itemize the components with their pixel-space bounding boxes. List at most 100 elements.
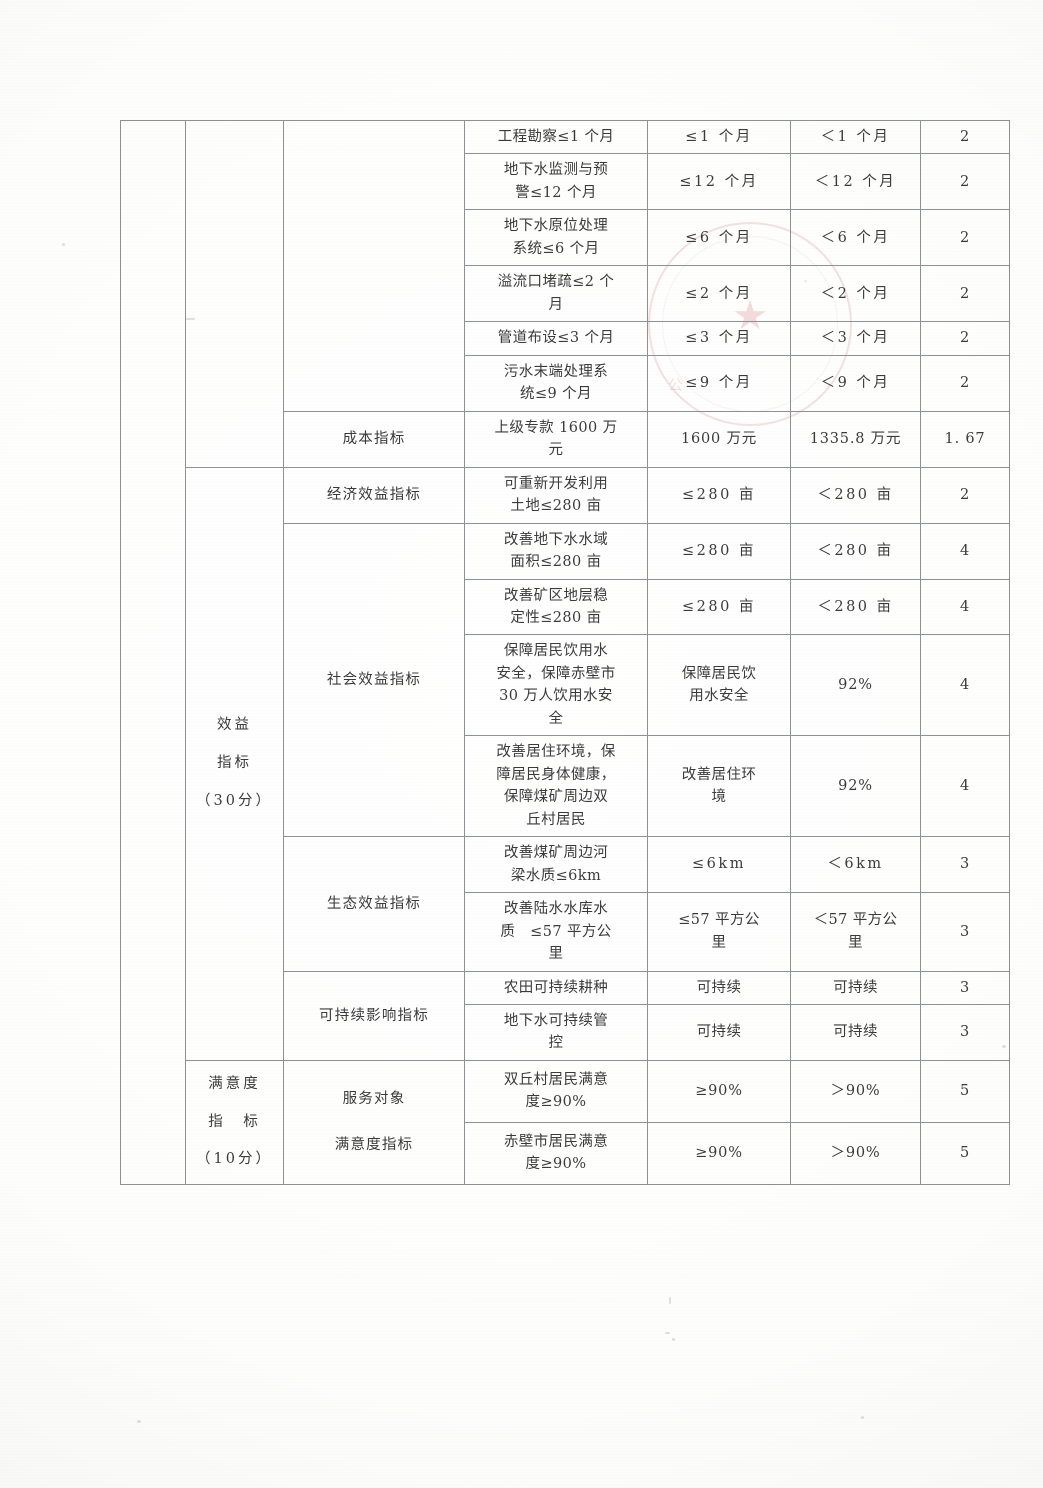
score-value: 2 <box>920 466 1010 524</box>
actual-value-line2: 里 <box>848 934 863 951</box>
indicator-name-line1: 溢流口堵疏≤2 个 <box>497 274 615 291</box>
group-label-line1: 效益 <box>217 717 252 734</box>
category-sustainable-impact: 可持续影响指标 <box>283 970 465 1061</box>
table-row: 可持续影响指标 农田可持续耕种 可持续 可持续 3 <box>121 970 1010 1061</box>
indicator-name-line2: 度≥90% <box>525 1094 587 1111</box>
category-economic-benefit: 经济效益指标 <box>283 466 465 524</box>
group-label-line3: （30分） <box>196 792 273 809</box>
indicator-name: 改善居住环境，保 障居民身体健康， 保障煤矿周边双 丘村居民 <box>464 735 648 838</box>
scan-speck <box>137 1420 141 1423</box>
score-value: 2 <box>920 209 1010 267</box>
target-value: ≤12 个月 <box>647 153 791 211</box>
target-value-line1: 保障居民饮 <box>681 665 757 682</box>
indicator-name-line1: 保障居民饮用水 <box>503 643 609 660</box>
scan-speck <box>672 1338 675 1341</box>
actual-value: ＜280 亩 <box>790 578 921 636</box>
indicator-name-line2: 统≤9 个月 <box>520 386 592 403</box>
actual-value: ＞90% <box>790 1059 921 1123</box>
indicator-name: 上级专款 1600 万 元 <box>464 410 648 468</box>
indicator-name-line1: 双丘村居民满意 <box>503 1071 609 1088</box>
target-value: 保障居民饮 用水安全 <box>647 634 791 737</box>
actual-value: ＜6km <box>790 836 921 894</box>
indicator-name-line4: 全 <box>548 710 564 727</box>
target-value-line1: ≤57 平方公 <box>678 912 760 929</box>
actual-value: 92% <box>790 634 921 737</box>
target-value: ≥90% <box>647 1121 791 1186</box>
table-row: 管道布设≤3 个月 ≤3 个月 ＜3 个月 2 <box>121 321 1010 356</box>
table-row: 溢流口堵疏≤2 个 月 ≤2 个月 ＜2 个月 2 <box>121 265 1010 323</box>
target-value: 可持续 <box>647 970 791 1006</box>
actual-value: 92% <box>790 735 921 838</box>
indicator-name-line3: 里 <box>548 946 564 963</box>
indicator-name-line1: 改善煤矿周边河 <box>503 845 609 862</box>
table-row: 成本指标 上级专款 1600 万 元 1600 万元 1335.8 万元 1. … <box>121 410 1010 468</box>
target-value: ≤3 个月 <box>647 321 791 356</box>
indicator-name: 地下水可持续管 控 <box>464 1004 648 1061</box>
indicator-name-line3: 30 万人饮用水安 <box>499 688 613 705</box>
target-value-line2: 里 <box>711 934 727 951</box>
table-row: 工程勘察≤1 个月 ≤1 个月 ＜1 个月 2 <box>120 119 1010 1185</box>
table-row: 地下水原位处理 系统≤6 个月 ≤6 个月 ＜6 个月 2 <box>121 209 1010 267</box>
group-satisfaction-indicator: 满意度 指 标 （10分） <box>185 1059 284 1186</box>
indicator-name-line2: 月 <box>548 296 564 313</box>
table-row: 社会效益指标 改善地下水水域 面积≤280 亩 ≤280 亩 ＜280 亩 4 <box>121 522 1010 838</box>
indicator-name: 溢流口堵疏≤2 个 月 <box>464 265 648 323</box>
indicator-name-line1: 地下水可持续管 <box>503 1013 609 1029</box>
category-label-line1: 服务对象 <box>342 1091 406 1108</box>
actual-value: ＜6 个月 <box>790 209 921 267</box>
indicator-name: 地下水监测与预 警≤12 个月 <box>464 153 648 211</box>
target-value: ≤280 亩 <box>647 466 791 524</box>
actual-value: ＜57 平方公 里 <box>790 892 921 972</box>
indicator-name-line1: 污水末端处理系 <box>503 363 609 380</box>
target-value-line1: 改善居住环 <box>681 766 757 783</box>
indicator-name-line2: 元 <box>548 442 564 459</box>
target-value: ≤9 个月 <box>647 354 791 412</box>
target-value: ≤6 个月 <box>647 209 791 267</box>
score-value: 2 <box>920 119 1010 155</box>
category-service-object-satisfaction: 服务对象 满意度指标 <box>283 1059 465 1186</box>
scan-speck <box>861 1416 864 1419</box>
actual-value: ＜1 个月 <box>790 119 921 155</box>
table-row: 改善矿区地层稳 定性≤280 亩 ≤280 亩 ＜280 亩 4 <box>121 578 1010 636</box>
group-benefit-indicator: 效益 指标 （30分） <box>185 466 284 1061</box>
actual-value: ＜12 个月 <box>790 153 921 211</box>
table-row: 改善居住环境，保 障居民身体健康， 保障煤矿周边双 丘村居民 改善居住环 境 9… <box>121 735 1010 838</box>
category-ecological-benefit: 生态效益指标 <box>283 836 465 972</box>
score-value: 4 <box>920 634 1010 737</box>
table-row: 地下水可持续管 控 可持续 可持续 3 <box>121 1004 1010 1061</box>
actual-value-line1: ＜57 平方公 <box>813 912 898 929</box>
actual-value: 可持续 <box>790 970 921 1006</box>
scan-speck <box>665 1332 670 1334</box>
indicator-name-line2: 系统≤6 个月 <box>512 240 600 257</box>
indicator-name: 改善地下水水域 面积≤280 亩 <box>464 522 648 580</box>
indicator-name: 管道布设≤3 个月 <box>464 321 648 356</box>
indicator-name: 工程勘察≤1 个月 <box>464 119 648 155</box>
indicator-name-line1: 上级专款 1600 万 <box>494 419 618 436</box>
target-value: ≤280 亩 <box>647 522 791 580</box>
score-value: 5 <box>920 1059 1010 1123</box>
actual-value: 1335.8 万元 <box>790 410 921 468</box>
target-value: ≤2 个月 <box>647 265 791 323</box>
indicator-name-line2: 度≥90% <box>525 1156 587 1173</box>
score-value: 3 <box>920 970 1010 1006</box>
actual-value: ＞90% <box>790 1121 921 1186</box>
group-label-line2: 指标 <box>217 754 252 771</box>
category-cell-blank <box>283 120 465 412</box>
score-value: 3 <box>920 892 1010 972</box>
actual-value: ＜2 个月 <box>790 265 921 323</box>
table-row: 生态效益指标 改善煤矿周边河 梁水质≤6km ≤6km ＜6km 3 <box>121 836 1010 972</box>
indicator-name-line2: 障居民身体健康， <box>496 766 616 783</box>
outer-blank-cell <box>120 120 186 1185</box>
score-value: 5 <box>920 1121 1010 1186</box>
group-cell-blank <box>185 120 284 468</box>
indicator-name-line1: 改善居住环境，保 <box>496 744 616 761</box>
performance-indicator-table-wrapper: 工程勘察≤1 个月 ≤1 个月 ＜1 个月 2 地下水监测与预 警≤12 个月 … <box>120 119 1010 1186</box>
performance-indicator-table: 工程勘察≤1 个月 ≤1 个月 ＜1 个月 2 地下水监测与预 警≤12 个月 … <box>120 119 1010 1186</box>
score-value: 2 <box>920 265 1010 323</box>
score-value: 3 <box>920 836 1010 894</box>
score-value: 1. 67 <box>920 410 1010 468</box>
indicator-name: 双丘村居民满意 度≥90% <box>464 1059 648 1123</box>
indicator-name-line2: 面积≤280 亩 <box>510 554 602 571</box>
target-value: ≤6km <box>647 836 791 894</box>
